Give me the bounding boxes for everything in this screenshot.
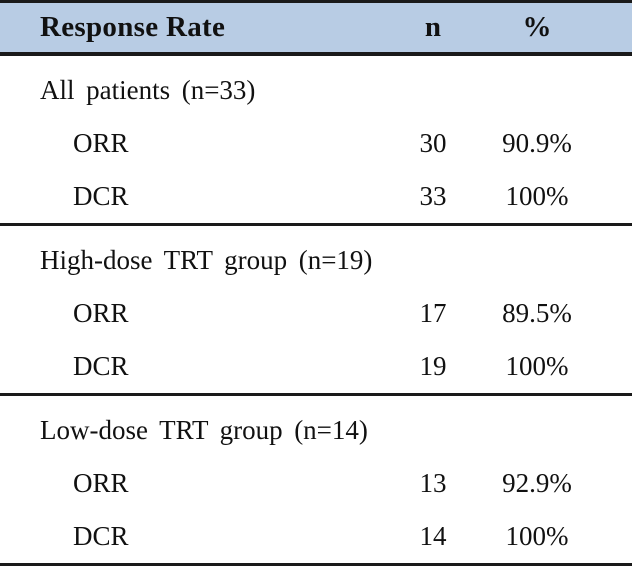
section-label: High-dose TRT group (n=19) bbox=[40, 245, 373, 275]
n-value: 17 bbox=[419, 298, 447, 328]
n-value: 33 bbox=[419, 181, 447, 211]
table-top-border bbox=[0, 0, 632, 3]
table-row: DCR 19 100% bbox=[0, 340, 632, 393]
section-high-dose: High-dose TRT group (n=19) ORR 17 89.5% … bbox=[0, 226, 632, 393]
n-value: 19 bbox=[419, 351, 447, 381]
section-label-row: All patients (n=33) bbox=[0, 64, 632, 117]
pct-value: 89.5% bbox=[502, 298, 572, 328]
row-label: ORR bbox=[73, 128, 129, 158]
pct-value: 100% bbox=[505, 521, 569, 551]
header-response-rate: Response Rate bbox=[40, 11, 226, 43]
pct-value: 92.9% bbox=[502, 468, 572, 498]
table-header-row: Response Rate n % bbox=[0, 3, 632, 52]
section-low-dose: Low-dose TRT group (n=14) ORR 13 92.9% D… bbox=[0, 396, 632, 563]
section-all-patients: All patients (n=33) ORR 30 90.9% DCR 33 … bbox=[0, 56, 632, 223]
header-n: n bbox=[424, 11, 442, 43]
table-row: ORR 17 89.5% bbox=[0, 287, 632, 340]
table-row: ORR 30 90.9% bbox=[0, 117, 632, 170]
header-percent: % bbox=[522, 11, 552, 43]
section-label-row: Low-dose TRT group (n=14) bbox=[0, 404, 632, 457]
row-label: DCR bbox=[73, 181, 129, 211]
pct-value: 100% bbox=[505, 181, 569, 211]
table-row: ORR 13 92.9% bbox=[0, 457, 632, 510]
row-label: DCR bbox=[73, 351, 129, 381]
section-divider bbox=[0, 223, 632, 226]
section-label-row: High-dose TRT group (n=19) bbox=[0, 234, 632, 287]
pct-value: 100% bbox=[505, 351, 569, 381]
row-label: ORR bbox=[73, 298, 129, 328]
row-label: DCR bbox=[73, 521, 129, 551]
table-bottom-border bbox=[0, 563, 632, 566]
section-divider bbox=[0, 393, 632, 396]
header-divider bbox=[0, 52, 632, 56]
table-row: DCR 14 100% bbox=[0, 510, 632, 563]
section-label: All patients (n=33) bbox=[40, 75, 256, 105]
table-row: DCR 33 100% bbox=[0, 170, 632, 223]
n-value: 13 bbox=[419, 468, 447, 498]
n-value: 14 bbox=[419, 521, 447, 551]
n-value: 30 bbox=[419, 128, 447, 158]
pct-value: 90.9% bbox=[502, 128, 572, 158]
section-label: Low-dose TRT group (n=14) bbox=[40, 415, 368, 445]
row-label: ORR bbox=[73, 468, 129, 498]
